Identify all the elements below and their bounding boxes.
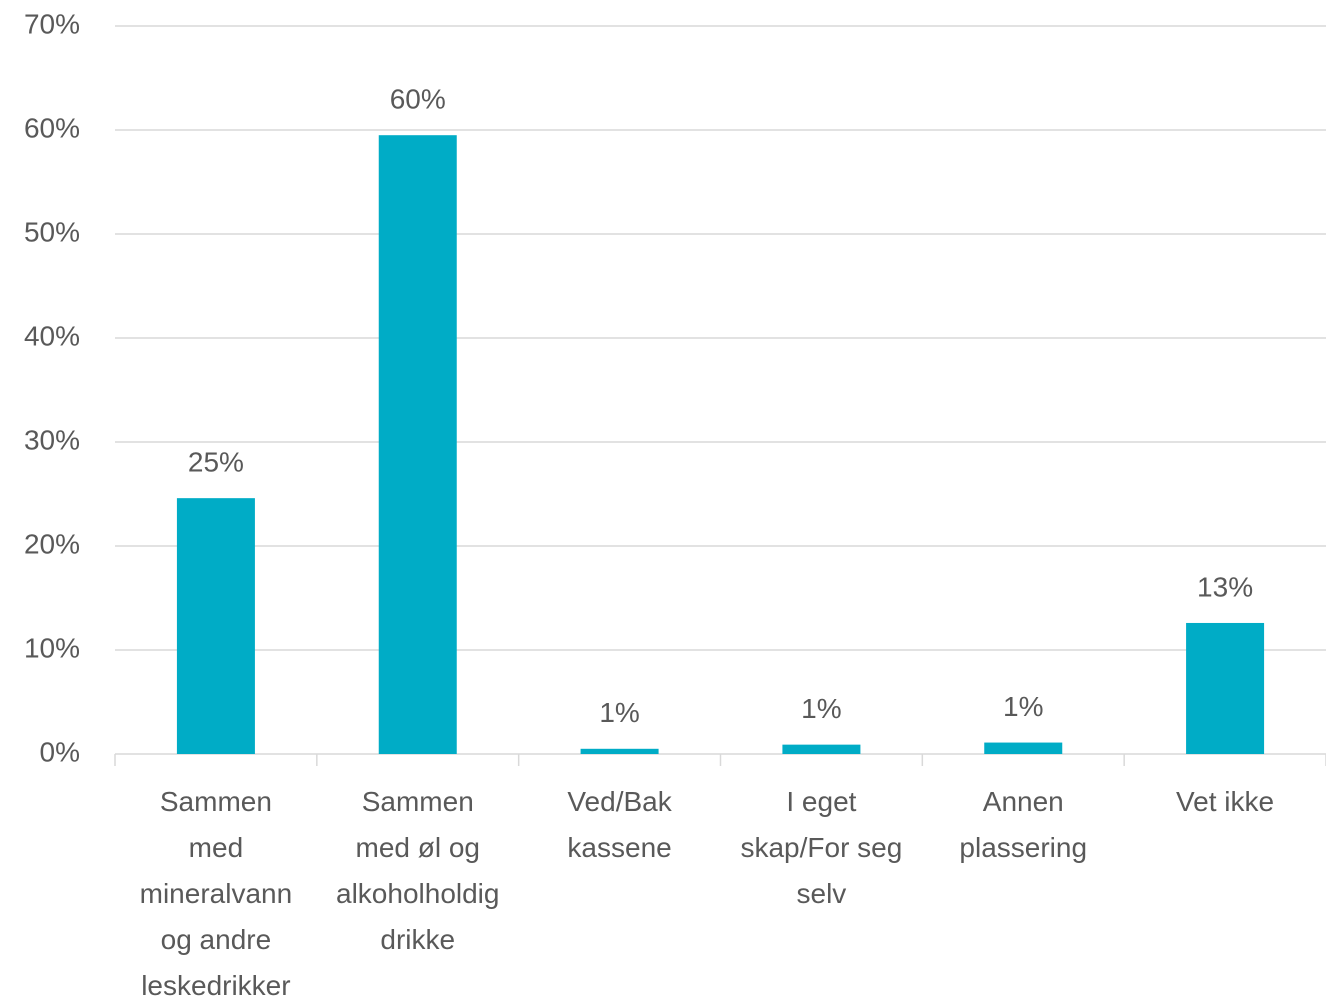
x-tick-label: Annen plassering <box>959 786 1088 863</box>
data-label: 60% <box>390 84 446 115</box>
y-tick-label: 50% <box>24 216 80 247</box>
bar <box>176 498 255 754</box>
bar <box>580 748 659 754</box>
x-tick-label: I eget skap/For seg selv <box>740 786 903 909</box>
y-tick-label: 40% <box>24 320 80 351</box>
y-tick-label: 20% <box>24 528 80 559</box>
bar <box>1186 622 1265 754</box>
data-label: 1% <box>599 697 639 728</box>
x-tick-label: Ved/Bak kassene <box>567 786 672 863</box>
y-tick-label: 0% <box>40 736 80 767</box>
y-tick-label: 60% <box>24 112 80 143</box>
data-label: 1% <box>801 693 841 724</box>
y-tick-label: 30% <box>24 424 80 455</box>
bar <box>782 744 861 754</box>
bar <box>984 742 1063 754</box>
x-tick-label: Sammen med mineralvann og andre leskedri… <box>139 786 293 998</box>
bar <box>378 135 457 754</box>
y-tick-label: 70% <box>24 8 80 39</box>
data-label: 13% <box>1197 571 1253 602</box>
data-label: 1% <box>1003 691 1043 722</box>
x-tick-label: Sammen med øl og alkoholholdig drikke <box>336 786 500 955</box>
y-tick-label: 10% <box>24 632 80 663</box>
x-tick-label: Vet ikke <box>1176 786 1275 817</box>
data-label: 25% <box>188 447 244 478</box>
